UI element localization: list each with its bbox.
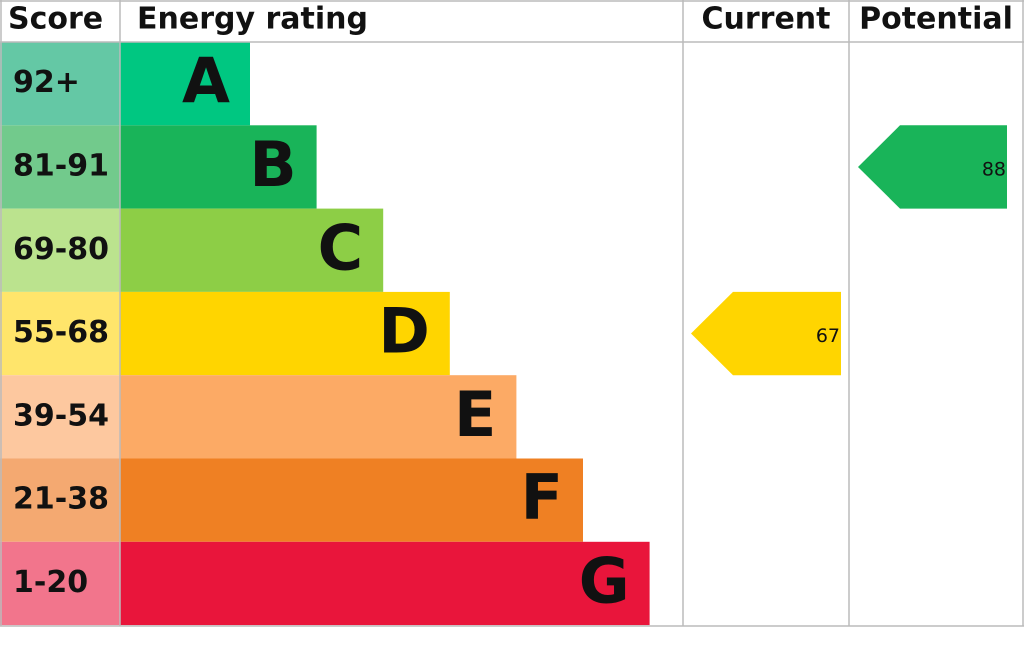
current-arrow [691, 291, 841, 376]
score-cell [0, 42, 120, 126]
score-label: 55-68 [13, 315, 109, 350]
header-current: Current [701, 2, 830, 37]
rating-letter: C [318, 211, 364, 284]
rating-bar [120, 125, 317, 209]
header-rating: Energy rating [137, 2, 368, 37]
score-label: 21-38 [13, 482, 109, 517]
rating-bar [120, 541, 650, 626]
rating-bar [120, 375, 517, 459]
score-cell [0, 458, 120, 542]
score-label: 1-20 [13, 565, 88, 600]
rating-letter: F [521, 461, 563, 534]
header-score: Score [8, 2, 103, 37]
rating-bar [120, 291, 450, 376]
header-potential: Potential [859, 2, 1013, 37]
rating-letter: A [182, 45, 230, 118]
score-label: 92+ [13, 65, 80, 100]
rating-bar [120, 208, 384, 292]
rating-bar [120, 42, 250, 126]
potential-value: 88 [982, 158, 1006, 180]
score-cell [0, 375, 120, 459]
rating-letter: E [454, 378, 496, 451]
score-cell [0, 208, 120, 292]
score-label: 81-91 [13, 148, 109, 183]
score-cell [0, 291, 120, 376]
rating-letter: D [378, 295, 429, 368]
potential-arrow [858, 125, 1007, 209]
rating-letter: B [249, 128, 296, 201]
score-cell [0, 541, 120, 626]
score-label: 39-54 [13, 398, 109, 433]
score-cell [0, 125, 120, 209]
current-value: 67 [816, 325, 840, 347]
rating-bar [120, 458, 583, 542]
rating-letter: G [579, 545, 630, 618]
score-label: 69-80 [13, 232, 109, 267]
